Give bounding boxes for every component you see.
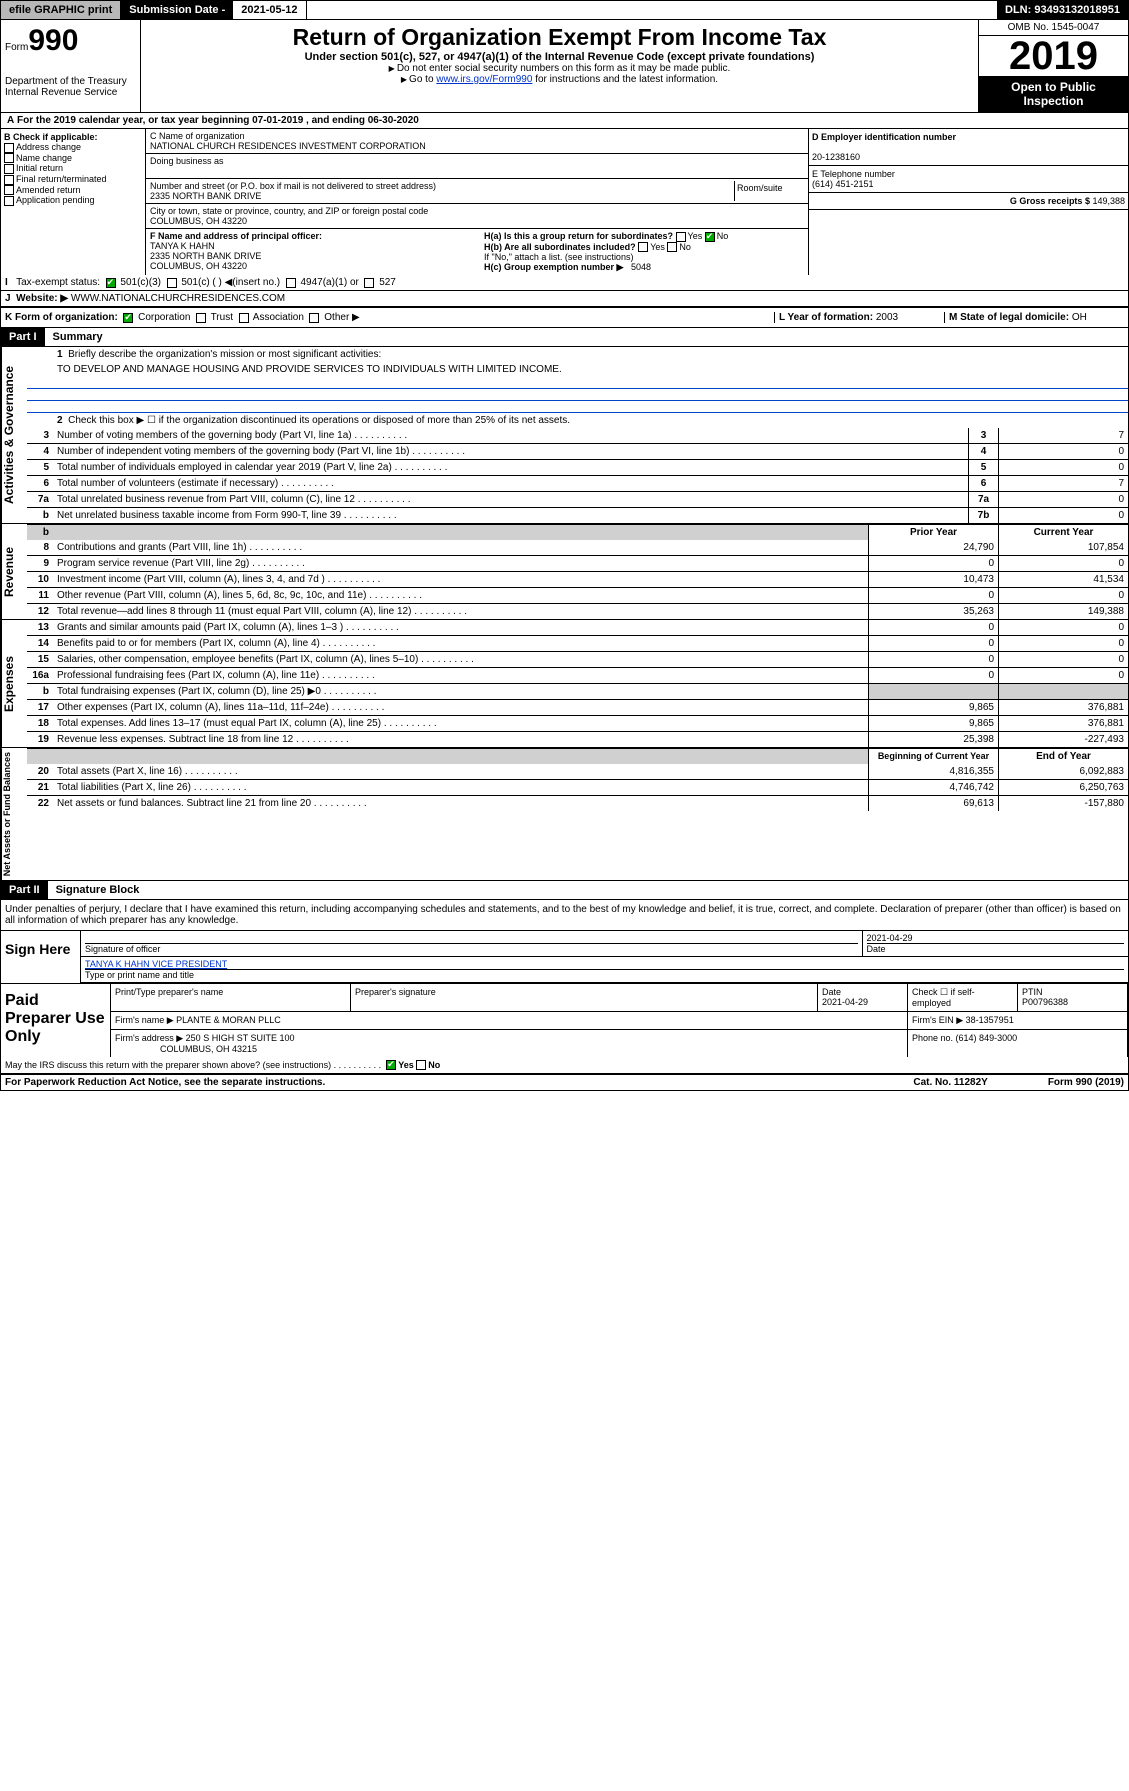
org-city: COLUMBUS, OH 43220 bbox=[150, 216, 804, 226]
netassets-section: Net Assets or Fund Balances Beginning of… bbox=[0, 748, 1129, 881]
col-DEG: D Employer identification number 20-1238… bbox=[808, 129, 1128, 275]
year-formation: 2003 bbox=[876, 312, 898, 323]
form-title: Return of Organization Exempt From Incom… bbox=[147, 24, 972, 51]
discuss-question: May the IRS discuss this return with the… bbox=[5, 1060, 381, 1070]
table-row: bTotal fundraising expenses (Part IX, co… bbox=[27, 683, 1128, 699]
chk-discuss-no[interactable] bbox=[416, 1060, 426, 1070]
chk-corp[interactable] bbox=[123, 313, 133, 323]
phone: (614) 451-2151 bbox=[812, 179, 1125, 189]
cat-no: Cat. No. 11282Y bbox=[913, 1077, 987, 1088]
pra-notice: For Paperwork Reduction Act Notice, see … bbox=[5, 1077, 325, 1088]
row-KLM: K Form of organization: Corporation Trus… bbox=[0, 307, 1129, 328]
part1-header: Part ISummary bbox=[0, 328, 1129, 347]
table-row: 16aProfessional fundraising fees (Part I… bbox=[27, 667, 1128, 683]
form-number: 990 bbox=[28, 24, 78, 57]
table-row: 13Grants and similar amounts paid (Part … bbox=[27, 620, 1128, 635]
chk-pending[interactable] bbox=[4, 196, 14, 206]
table-row: 7aTotal unrelated business revenue from … bbox=[27, 491, 1128, 507]
ein: 20-1238160 bbox=[812, 152, 1125, 162]
table-row: 10Investment income (Part VIII, column (… bbox=[27, 571, 1128, 587]
chk-initial[interactable] bbox=[4, 164, 14, 174]
table-row: 20Total assets (Part X, line 16)4,816,35… bbox=[27, 764, 1128, 779]
chk-no[interactable] bbox=[705, 232, 715, 242]
table-row: 5Total number of individuals employed in… bbox=[27, 459, 1128, 475]
officer-signature: TANYA K HAHN VICE PRESIDENT bbox=[85, 959, 1124, 969]
chk-final[interactable] bbox=[4, 175, 14, 185]
firm-address: 250 S HIGH ST SUITE 100 bbox=[186, 1033, 295, 1043]
irs-link[interactable]: www.irs.gov/Form990 bbox=[436, 74, 532, 85]
part2-header: Part IISignature Block bbox=[0, 881, 1129, 900]
top-bar: efile GRAPHIC print Submission Date - 20… bbox=[0, 0, 1129, 20]
table-row: 8Contributions and grants (Part VIII, li… bbox=[27, 540, 1128, 555]
gross-receipts: 149,388 bbox=[1092, 196, 1125, 206]
chk-amended[interactable] bbox=[4, 185, 14, 195]
table-row: bNet unrelated business taxable income f… bbox=[27, 507, 1128, 523]
firm-phone: (614) 849-3000 bbox=[956, 1033, 1018, 1043]
tax-year: 2019 bbox=[979, 36, 1128, 76]
domicile: OH bbox=[1072, 312, 1087, 323]
note-ssn: Do not enter social security numbers on … bbox=[147, 63, 972, 74]
mission-text: TO DEVELOP AND MANAGE HOUSING AND PROVID… bbox=[27, 362, 1128, 377]
ptin: P00796388 bbox=[1022, 997, 1068, 1007]
submission-date-value: 2021-05-12 bbox=[233, 1, 306, 19]
table-row: 18Total expenses. Add lines 13–17 (must … bbox=[27, 715, 1128, 731]
table-row: 4Number of independent voting members of… bbox=[27, 443, 1128, 459]
row-J: J Website: ▶ WWW.NATIONALCHURCHRESIDENCE… bbox=[0, 291, 1129, 307]
sign-here-label: Sign Here bbox=[1, 931, 81, 983]
table-row: 15Salaries, other compensation, employee… bbox=[27, 651, 1128, 667]
table-row: 14Benefits paid to or for members (Part … bbox=[27, 635, 1128, 651]
firm-name: PLANTE & MORAN PLLC bbox=[176, 1015, 281, 1025]
row-I: I Tax-exempt status: 501(c)(3) 501(c) ( … bbox=[0, 275, 1129, 291]
governance-section: Activities & Governance 1 Briefly descri… bbox=[0, 347, 1129, 524]
paid-preparer-label: Paid Preparer Use Only bbox=[1, 984, 111, 1057]
row-A: A For the 2019 calendar year, or tax yea… bbox=[0, 113, 1129, 129]
open-inspection: Open to Public Inspection bbox=[979, 76, 1128, 112]
officer-name: TANYA K HAHN bbox=[150, 241, 480, 251]
table-row: 9Program service revenue (Part VIII, lin… bbox=[27, 555, 1128, 571]
department: Department of the Treasury Internal Reve… bbox=[5, 76, 136, 98]
dln: DLN: 93493132018951 bbox=[997, 1, 1128, 19]
table-row: 11Other revenue (Part VIII, column (A), … bbox=[27, 587, 1128, 603]
efile-button[interactable]: efile GRAPHIC print bbox=[1, 1, 121, 19]
table-row: 3Number of voting members of the governi… bbox=[27, 428, 1128, 443]
group-exemption: 5048 bbox=[631, 262, 651, 272]
expenses-section: Expenses 13Grants and similar amounts pa… bbox=[0, 620, 1129, 748]
form-subtitle: Under section 501(c), 527, or 4947(a)(1)… bbox=[147, 51, 972, 63]
org-name: NATIONAL CHURCH RESIDENCES INVESTMENT CO… bbox=[150, 141, 804, 151]
table-row: 22Net assets or fund balances. Subtract … bbox=[27, 795, 1128, 811]
signature-block: Under penalties of perjury, I declare th… bbox=[0, 900, 1129, 1091]
table-row: 17Other expenses (Part IX, column (A), l… bbox=[27, 699, 1128, 715]
section-BCDEFGH: B Check if applicable: Address change Na… bbox=[0, 129, 1129, 275]
perjury-text: Under penalties of perjury, I declare th… bbox=[1, 900, 1128, 930]
form-header: Form990 Department of the Treasury Inter… bbox=[0, 20, 1129, 113]
col-B: B Check if applicable: Address change Na… bbox=[1, 129, 146, 275]
website: WWW.NATIONALCHURCHRESIDENCES.COM bbox=[71, 293, 285, 304]
chk-name[interactable] bbox=[4, 153, 14, 163]
firm-ein: 38-1357951 bbox=[966, 1015, 1014, 1025]
preparer-date: 2021-04-29 bbox=[822, 997, 868, 1007]
table-row: 19Revenue less expenses. Subtract line 1… bbox=[27, 731, 1128, 747]
form-label: Form bbox=[5, 42, 28, 53]
chk-discuss-yes[interactable] bbox=[386, 1060, 396, 1070]
sign-date: 2021-04-29 bbox=[867, 933, 1125, 943]
org-address: 2335 NORTH BANK DRIVE bbox=[150, 191, 734, 201]
table-row: 21Total liabilities (Part X, line 26)4,7… bbox=[27, 779, 1128, 795]
table-row: 6Total number of volunteers (estimate if… bbox=[27, 475, 1128, 491]
chk-address[interactable] bbox=[4, 143, 14, 153]
col-C: C Name of organizationNATIONAL CHURCH RE… bbox=[146, 129, 808, 275]
table-row: 12Total revenue—add lines 8 through 11 (… bbox=[27, 603, 1128, 619]
revenue-section: Revenue bPrior YearCurrent Year 8Contrib… bbox=[0, 524, 1129, 620]
chk-501c3[interactable] bbox=[106, 278, 116, 288]
note-link: Go to www.irs.gov/Form990 for instructio… bbox=[147, 74, 972, 85]
submission-date-label: Submission Date - bbox=[121, 1, 233, 19]
